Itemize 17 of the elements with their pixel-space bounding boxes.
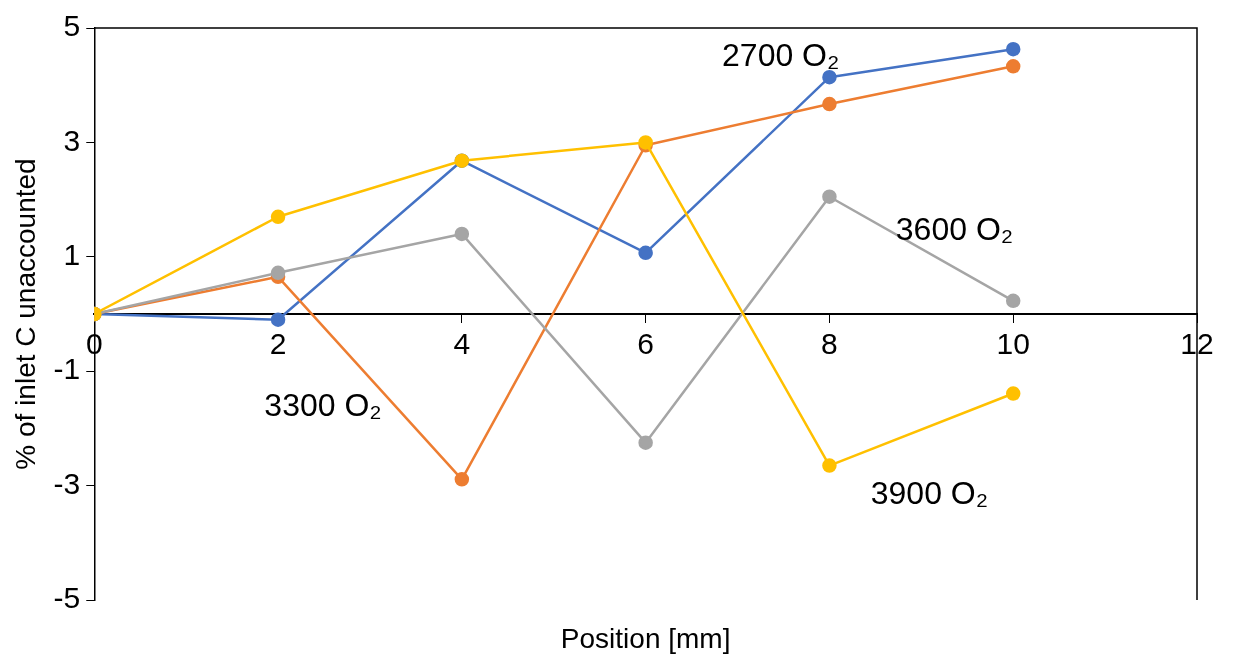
series-label: 3600 O₂ [895,210,1014,247]
x-tick-label: 2 [269,327,287,361]
series-label: 3900 O₂ [870,475,989,512]
y-tick-label: -5 [53,581,81,615]
x-tick-label: 10 [996,327,1030,361]
y-tick-label: -3 [53,466,81,500]
y-tick-label: 3 [63,123,81,157]
series-label: 3300 O₂ [264,386,382,423]
x-axis-title: Position [mm] [560,622,731,654]
x-tick-label: 8 [821,327,838,361]
y-tick-label: 5 [63,9,81,43]
x-tick-label: 6 [637,327,654,361]
y-tick-label: 1 [63,238,81,272]
y-tick-label: -1 [53,352,81,386]
y-axis-title: % of inlet C unaccounted [9,158,41,470]
x-tick-label: 4 [453,327,471,361]
series-label: 2700 O₂ [722,37,840,74]
